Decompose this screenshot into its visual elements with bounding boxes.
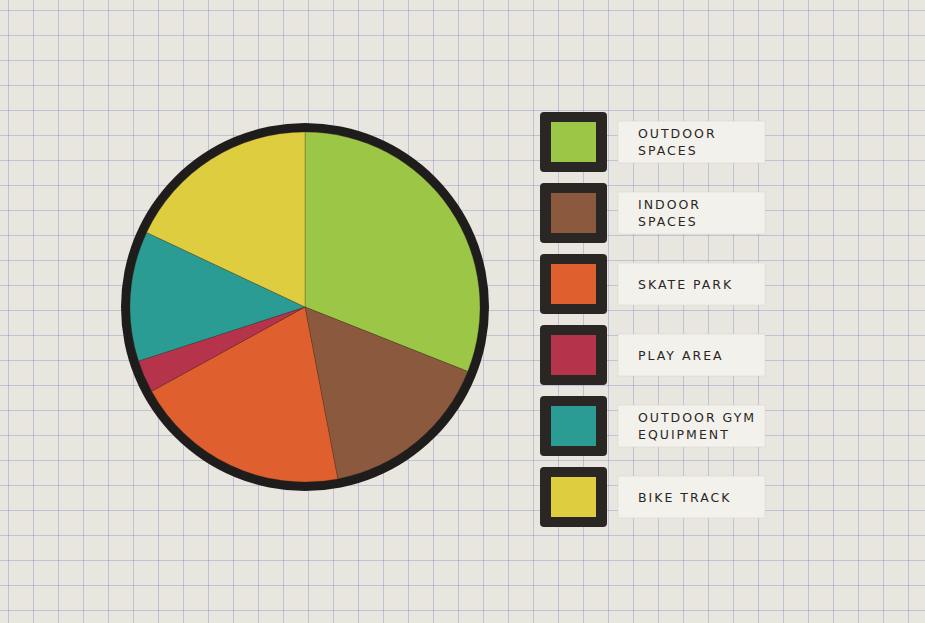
legend-label-line: EQUIPMENT — [638, 427, 730, 442]
legend-item: PLAY AREA — [540, 325, 765, 385]
legend-label: PLAY AREA — [638, 348, 724, 363]
legend-label-line: BIKE TRACK — [638, 490, 731, 505]
legend-card — [618, 405, 765, 447]
legend-swatch-frame — [540, 325, 607, 385]
legend-label-line: PLAY AREA — [638, 348, 724, 363]
legend-label-line: SPACES — [638, 214, 698, 229]
legend-swatch-frame — [540, 183, 607, 243]
legend-swatch-frame — [540, 112, 607, 172]
legend-label: OUTDOOR GYM EQUIPMENT — [638, 410, 756, 442]
legend-swatch — [551, 477, 596, 517]
legend-card — [618, 476, 765, 518]
pie — [121, 123, 489, 491]
legend: OUTDOOR SPACES INDOOR SPACES SKATE PARK PLAY … — [540, 112, 765, 527]
legend-label: SKATE PARK — [638, 277, 733, 292]
pie-slice — [147, 132, 305, 307]
legend-label-line: OUTDOOR GYM — [638, 410, 756, 425]
legend-item: BIKE TRACK — [540, 467, 765, 527]
legend-item: INDOOR SPACES — [540, 183, 765, 243]
legend-swatch — [551, 122, 596, 162]
legend-item: SKATE PARK — [540, 254, 765, 314]
legend-card — [618, 121, 765, 163]
legend-swatch — [551, 264, 596, 304]
legend-label-line: SPACES — [638, 143, 698, 158]
legend-label-line: INDOOR — [638, 197, 701, 212]
legend-label-line: OUTDOOR — [638, 126, 717, 141]
pie-ring — [121, 123, 489, 491]
legend-swatch — [551, 335, 596, 375]
legend-label: BIKE TRACK — [638, 490, 731, 505]
legend-swatch-frame — [540, 467, 607, 527]
legend-swatch — [551, 193, 596, 233]
legend-label: OUTDOOR SPACES — [638, 126, 717, 158]
legend-swatch-frame — [540, 254, 607, 314]
legend-card — [618, 263, 765, 305]
chart: OUTDOOR SPACES INDOOR SPACES SKATE PARK PLAY … — [0, 0, 925, 623]
legend-swatch — [551, 406, 596, 446]
legend-card — [618, 192, 765, 234]
legend-label: INDOOR SPACES — [638, 197, 701, 229]
legend-label-line: SKATE PARK — [638, 277, 733, 292]
legend-item: OUTDOOR GYM EQUIPMENT — [540, 396, 765, 456]
legend-item: OUTDOOR SPACES — [540, 112, 765, 172]
legend-swatch-frame — [540, 396, 607, 456]
legend-card — [618, 334, 765, 376]
